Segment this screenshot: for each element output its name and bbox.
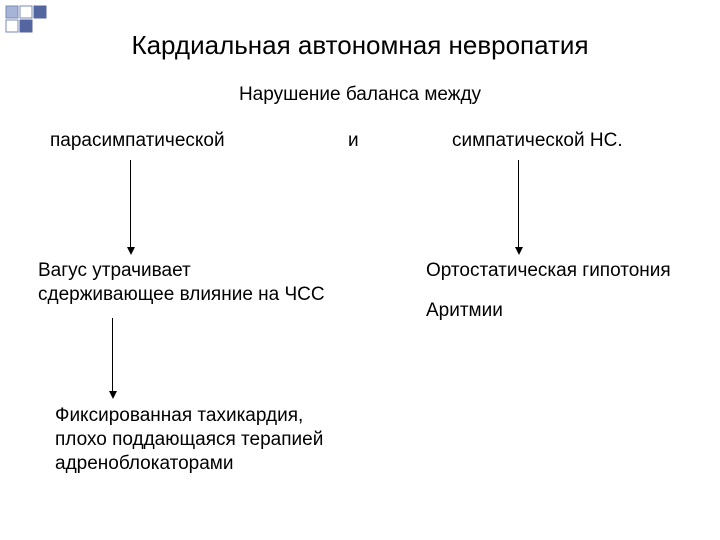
right-label: симпатической НС. xyxy=(452,130,623,152)
left-box2-line2: плохо поддающаяся терапией xyxy=(55,429,323,451)
left-arrow-2-line xyxy=(112,318,113,392)
right-line1: Ортостатическая гипотония xyxy=(426,260,671,282)
left-arrow-1-head xyxy=(127,247,135,255)
left-arrow-2-head xyxy=(109,391,117,399)
right-arrow-1-head xyxy=(515,247,523,255)
left-label: парасимпатической xyxy=(50,130,225,152)
left-box1-line1: Вагус утрачивает xyxy=(38,260,191,282)
left-box2-line3: адреноблокаторами xyxy=(55,453,234,475)
left-box1-line2: сдерживающее влияние на ЧСС xyxy=(38,284,325,306)
right-line2: Аритмии xyxy=(426,300,503,322)
left-arrow-1-line xyxy=(130,160,131,248)
connector-and: и xyxy=(348,130,359,152)
left-box2-line1: Фиксированная тахикардия, xyxy=(55,405,303,427)
slide-title: Кардиальная автономная невропатия xyxy=(0,30,720,61)
right-arrow-1-line xyxy=(518,160,519,248)
subtitle: Нарушение баланса между xyxy=(0,84,720,106)
slide: Кардиальная автономная невропатия Наруше… xyxy=(0,0,720,540)
